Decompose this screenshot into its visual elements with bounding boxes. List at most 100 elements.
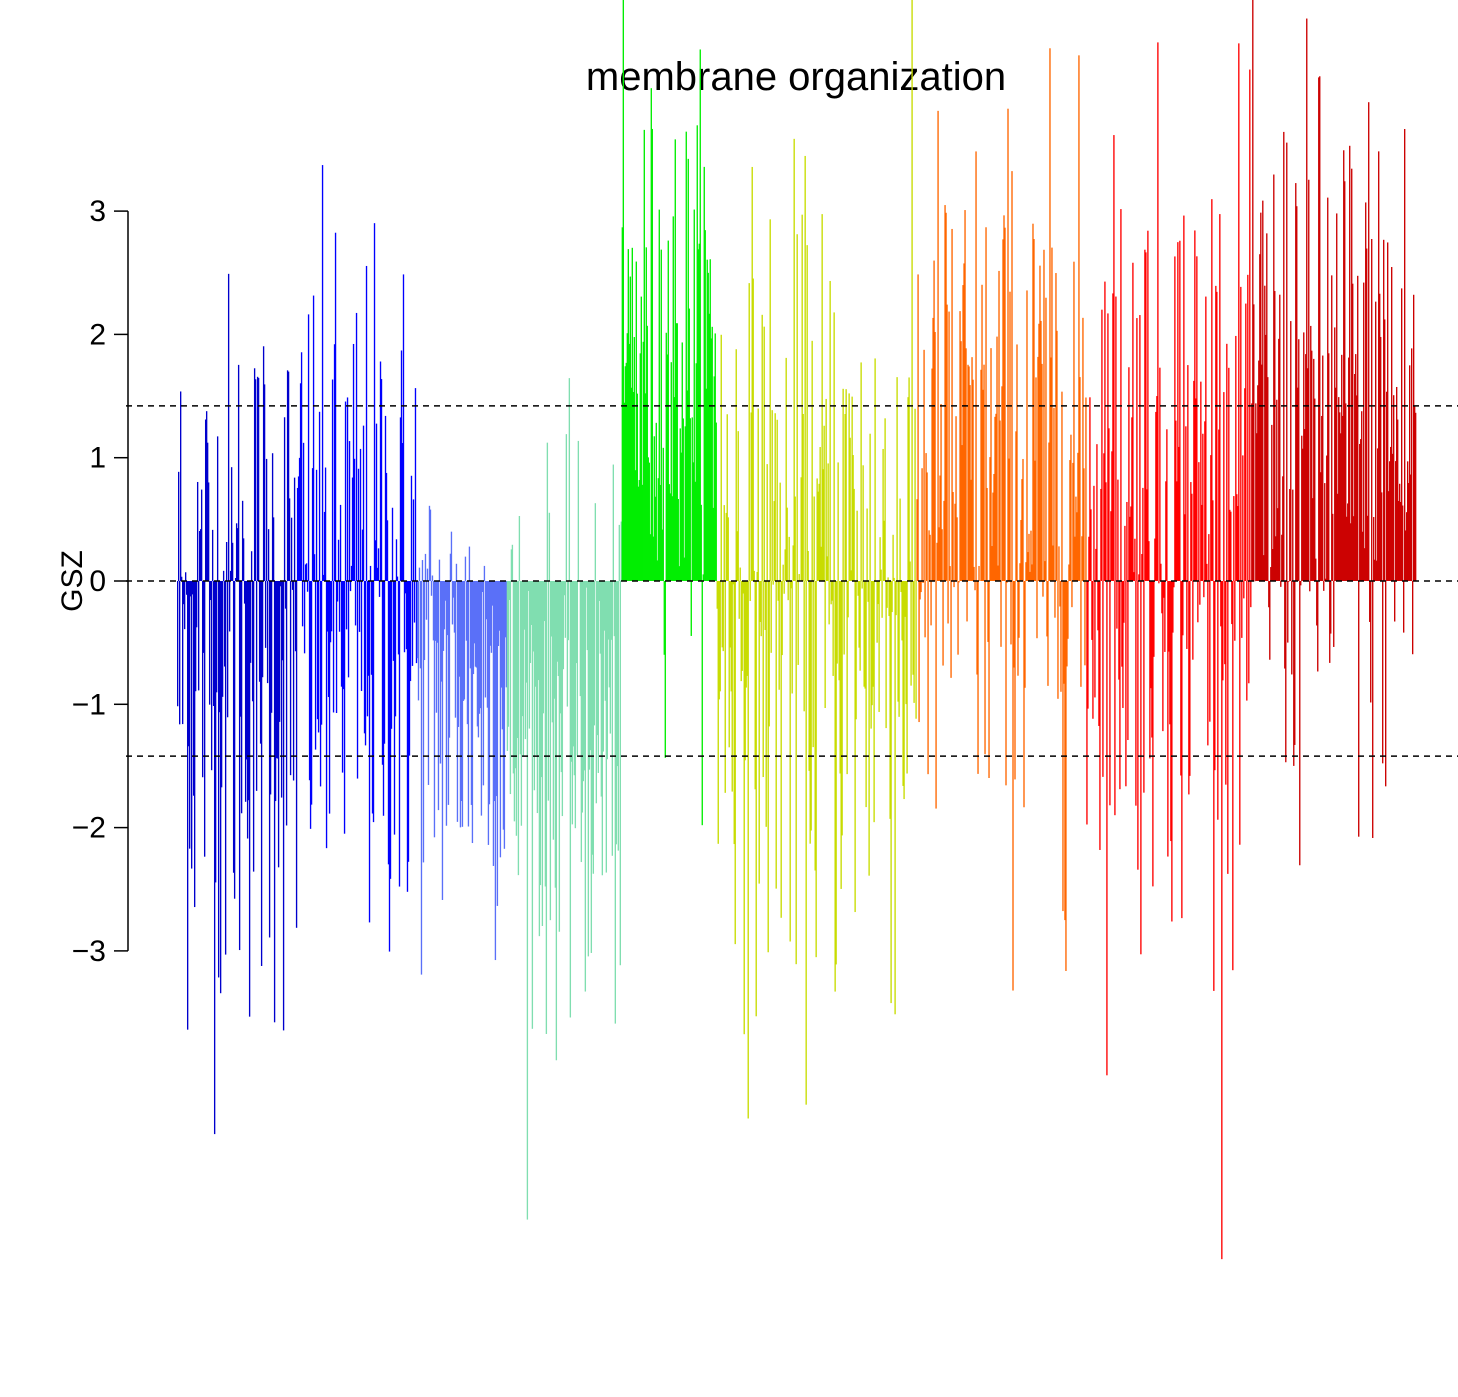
bar <box>1101 309 1103 581</box>
bar <box>1294 581 1296 745</box>
bar <box>1277 508 1279 581</box>
bar <box>820 546 822 581</box>
bar <box>780 581 782 918</box>
bar <box>895 581 897 616</box>
bar <box>937 110 939 581</box>
bar <box>364 581 367 746</box>
bar <box>777 581 779 601</box>
bar <box>1358 581 1360 837</box>
bar <box>1249 69 1251 581</box>
bar <box>556 581 559 662</box>
bar <box>1359 443 1361 581</box>
bar <box>1274 291 1276 581</box>
bar <box>804 155 806 581</box>
bar <box>382 581 385 816</box>
bar <box>601 581 604 876</box>
bar <box>992 492 994 581</box>
bar <box>1074 536 1076 581</box>
bar <box>939 475 941 581</box>
bar <box>244 581 247 802</box>
bar <box>279 581 282 587</box>
bar <box>1040 320 1042 581</box>
bar <box>177 581 179 707</box>
bar <box>469 581 472 669</box>
bar <box>1375 301 1377 581</box>
bar <box>1286 142 1288 582</box>
bar <box>240 581 243 814</box>
bar <box>459 581 462 828</box>
bar <box>730 581 732 692</box>
bar <box>195 581 198 628</box>
bar <box>1019 563 1021 581</box>
bar <box>687 158 689 581</box>
bar <box>448 581 451 738</box>
bar <box>559 581 562 714</box>
bar <box>207 482 210 581</box>
bar <box>1006 581 1008 583</box>
bar <box>1107 313 1109 581</box>
bar <box>1071 581 1073 608</box>
bar <box>960 341 962 581</box>
bar <box>1380 336 1382 581</box>
bar <box>650 88 652 582</box>
bar <box>768 581 770 727</box>
bar <box>761 314 763 581</box>
bar <box>945 212 947 581</box>
bar <box>987 581 989 642</box>
bar <box>186 581 189 1030</box>
bar <box>414 388 417 581</box>
bar <box>785 357 787 581</box>
bar <box>840 581 842 889</box>
bar <box>971 357 973 581</box>
bar <box>215 581 218 693</box>
bar <box>763 326 765 581</box>
bar <box>1368 102 1370 581</box>
bar <box>917 274 919 581</box>
bar <box>919 581 921 600</box>
bar <box>232 581 235 873</box>
bar <box>250 551 253 581</box>
bar <box>991 546 993 581</box>
bar <box>1176 481 1178 581</box>
bar <box>474 581 477 667</box>
bar <box>499 581 502 858</box>
bar <box>193 581 196 908</box>
chart-title: membrane organization <box>586 55 1006 99</box>
bar <box>657 478 659 581</box>
bar <box>1004 227 1006 581</box>
bar <box>592 581 595 874</box>
bar <box>682 418 684 581</box>
bar <box>1299 581 1301 866</box>
bar <box>1279 294 1281 581</box>
bar <box>504 581 507 638</box>
bar <box>781 581 783 656</box>
bar <box>1291 581 1293 675</box>
bar <box>1344 181 1346 581</box>
bar <box>622 0 624 582</box>
bar <box>692 462 694 581</box>
bar <box>218 581 221 713</box>
bar <box>1099 581 1101 850</box>
bar <box>205 411 208 581</box>
bar <box>996 336 998 581</box>
bar <box>543 581 546 622</box>
bar <box>1033 239 1035 581</box>
y-axis-label: GSZ <box>56 550 89 612</box>
bar <box>1297 387 1299 581</box>
bar <box>613 581 615 637</box>
bar <box>1060 581 1062 692</box>
bar <box>516 581 519 738</box>
bar <box>489 581 492 646</box>
bar <box>1126 501 1128 581</box>
bar <box>852 455 854 581</box>
bar <box>1027 552 1029 581</box>
bar <box>690 581 692 636</box>
bar <box>1056 330 1058 581</box>
bar <box>256 376 259 581</box>
bar <box>1385 581 1387 787</box>
bar <box>507 581 510 727</box>
bar <box>496 581 499 906</box>
bar <box>1264 285 1266 581</box>
bar <box>580 581 583 863</box>
bar <box>1318 77 1320 581</box>
